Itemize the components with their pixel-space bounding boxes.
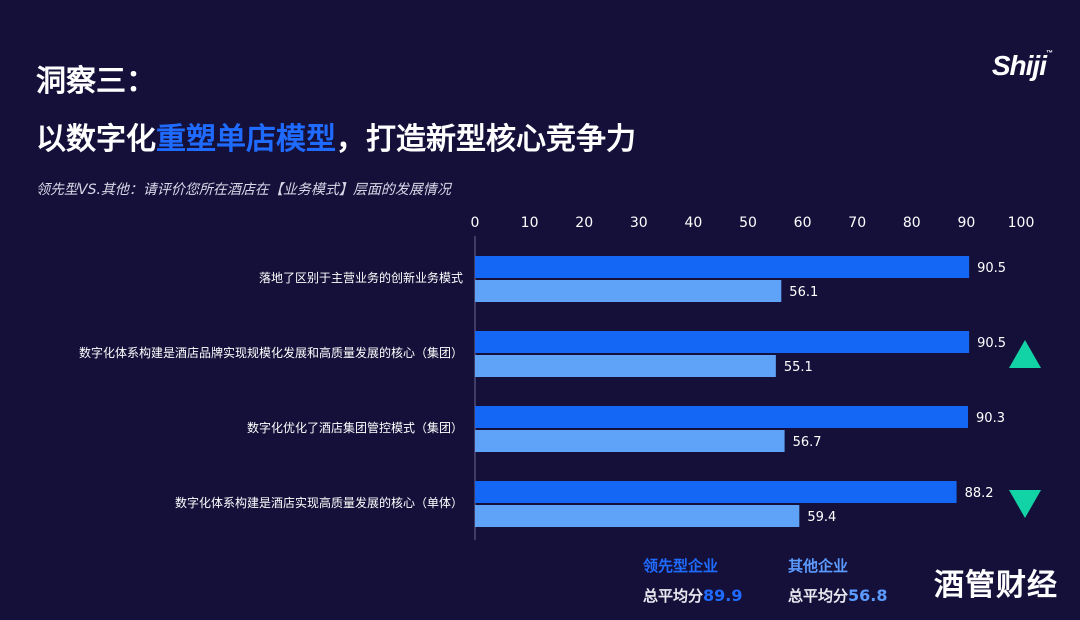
data-label: 90.5 — [977, 261, 1006, 276]
bar-leading — [475, 256, 970, 278]
leading-average-value: 89.9 — [703, 586, 743, 605]
data-label: 90.3 — [976, 411, 1005, 426]
x-tick-label: 40 — [684, 215, 702, 231]
data-label: 88.2 — [965, 486, 994, 501]
data-label: 56.7 — [793, 435, 822, 450]
category-label: 落地了区别于主营业务的创新业务模式 — [259, 270, 463, 285]
shiji-logo: Shiji™ — [991, 50, 1053, 82]
arrow-down-icon — [1009, 490, 1041, 518]
bar-chart: 0 10 20 30 40 50 60 70 80 90 100 落地了区别于主营业务的创新业务模式 9… — [79, 215, 1041, 540]
x-tick-label: 60 — [794, 215, 812, 231]
title-prefix: 以数字化 — [36, 122, 156, 157]
leading-average-prefix: 总平均分 — [643, 587, 704, 605]
category-label: 数字化优化了酒店集团管控模式（集团） — [247, 420, 463, 435]
data-label: 59.4 — [807, 510, 836, 525]
legend-leading: 领先型企业 — [643, 557, 719, 575]
title-highlight: 重塑单店模型 — [156, 122, 336, 157]
other-average: 总平均分56.8 — [788, 585, 888, 606]
other-average-prefix: 总平均分 — [788, 587, 849, 605]
bar-other — [475, 505, 800, 527]
data-label: 55.1 — [784, 360, 813, 375]
category-label: 数字化体系构建是酒店实现高质量发展的核心（单体） — [175, 495, 463, 510]
x-tick-label: 90 — [957, 215, 975, 231]
bar-leading — [475, 406, 969, 428]
x-tick-label: 20 — [575, 215, 593, 231]
bar-leading — [475, 331, 970, 353]
page-title-line1: 洞察三： — [36, 64, 156, 99]
watermark: 酒管财经 — [934, 568, 1058, 603]
bar-leading — [475, 481, 957, 503]
bar-other — [475, 280, 782, 302]
logo-text: Shiji — [991, 50, 1047, 81]
title-suffix: ，打造新型核心竞争力 — [336, 122, 636, 157]
bar-other — [475, 430, 785, 452]
x-tick-label: 10 — [521, 215, 539, 231]
x-tick-label: 80 — [903, 215, 921, 231]
x-tick-label: 100 — [1008, 215, 1035, 231]
other-average-value: 56.8 — [848, 586, 888, 605]
data-label: 90.5 — [977, 336, 1006, 351]
x-tick-label: 70 — [848, 215, 866, 231]
bar-other — [475, 355, 776, 377]
x-tick-label: 50 — [739, 215, 757, 231]
trademark-mark: ™ — [1046, 50, 1053, 57]
x-tick-label: 0 — [471, 215, 480, 231]
chart-subtitle: 领先型VS.其他：请评价您所在酒店在【业务模式】层面的发展情况 — [36, 182, 451, 198]
data-label: 56.1 — [789, 285, 818, 300]
category-label: 数字化体系构建是酒店品牌实现规模化发展和高质量发展的核心（集团） — [79, 345, 463, 360]
x-tick-label: 30 — [630, 215, 648, 231]
arrow-up-icon — [1009, 340, 1041, 368]
leading-average: 总平均分89.9 — [643, 585, 743, 606]
page-title-line2: 以数字化重塑单店模型，打造新型核心竞争力 — [36, 114, 636, 158]
legend-other: 其他企业 — [788, 557, 849, 575]
